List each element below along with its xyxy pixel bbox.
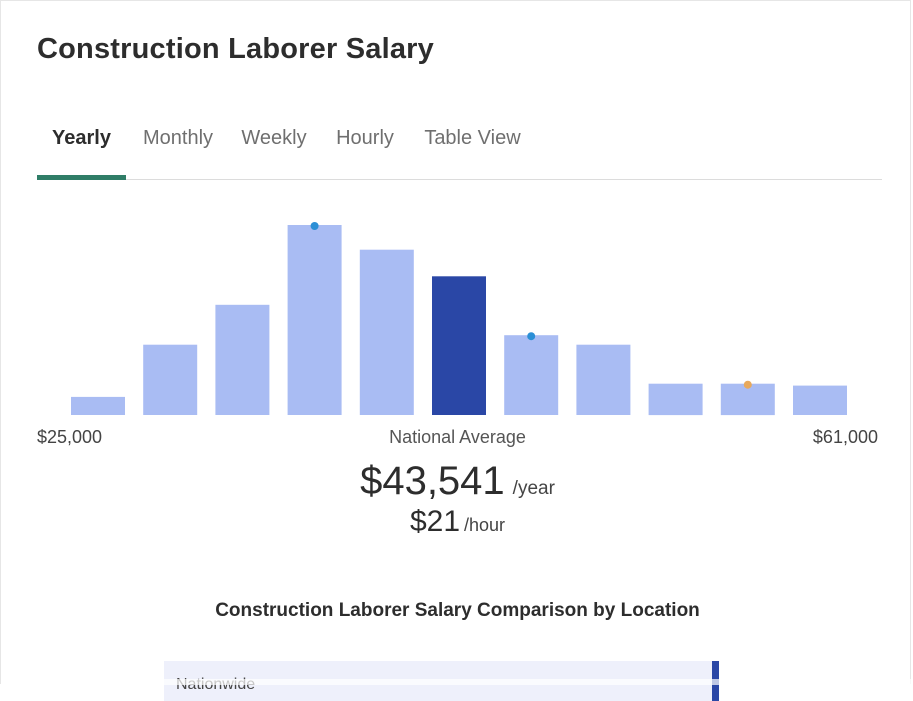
histogram-bar [793, 385, 847, 415]
histogram-bar [648, 383, 703, 416]
salary-distribution-chart [71, 222, 847, 416]
yearly-average: $43,541/year [1, 459, 913, 504]
histogram-bar [71, 396, 125, 415]
tab-yearly[interactable]: Yearly [37, 111, 126, 180]
hourly-average-unit: /hour [464, 515, 506, 535]
hourly-average: $21/hour [1, 505, 913, 539]
salary-period-tabs: Yearly Monthly Weekly Hourly Table View [37, 111, 882, 180]
national-average-label: National Average [389, 427, 526, 447]
location-comparison-title: Construction Laborer Salary Comparison b… [215, 600, 700, 621]
bottom-fade [1, 679, 913, 685]
tab-hourly[interactable]: Hourly [336, 127, 394, 149]
histogram-bar [504, 335, 559, 415]
histogram-marker [527, 332, 536, 341]
histogram-bar [359, 249, 414, 415]
histogram-marker [743, 380, 752, 389]
yearly-average-value: $43,541 [360, 459, 505, 503]
tab-monthly[interactable]: Monthly [142, 127, 214, 149]
x-axis-max-label: $61,000 [812, 427, 878, 447]
histogram-bar [143, 344, 198, 415]
histogram-bar [720, 383, 775, 416]
histogram-bar [215, 304, 270, 415]
tab-weekly[interactable]: Weekly [241, 127, 307, 149]
yearly-average-unit: /year [512, 478, 555, 499]
x-axis-min-label: $25,000 [37, 427, 103, 447]
histogram-bar [287, 225, 342, 415]
histogram-marker [310, 222, 319, 230]
histogram-bar-national-average [432, 276, 486, 415]
histogram-bar [576, 344, 631, 415]
hourly-average-value: $21 [409, 505, 461, 538]
tab-table-view[interactable]: Table View [424, 127, 521, 149]
page-title: Construction Laborer Salary [37, 33, 434, 65]
